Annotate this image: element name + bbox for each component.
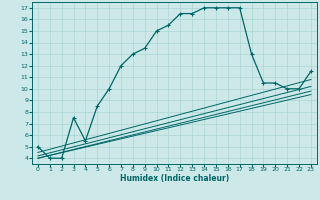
X-axis label: Humidex (Indice chaleur): Humidex (Indice chaleur) bbox=[120, 174, 229, 183]
